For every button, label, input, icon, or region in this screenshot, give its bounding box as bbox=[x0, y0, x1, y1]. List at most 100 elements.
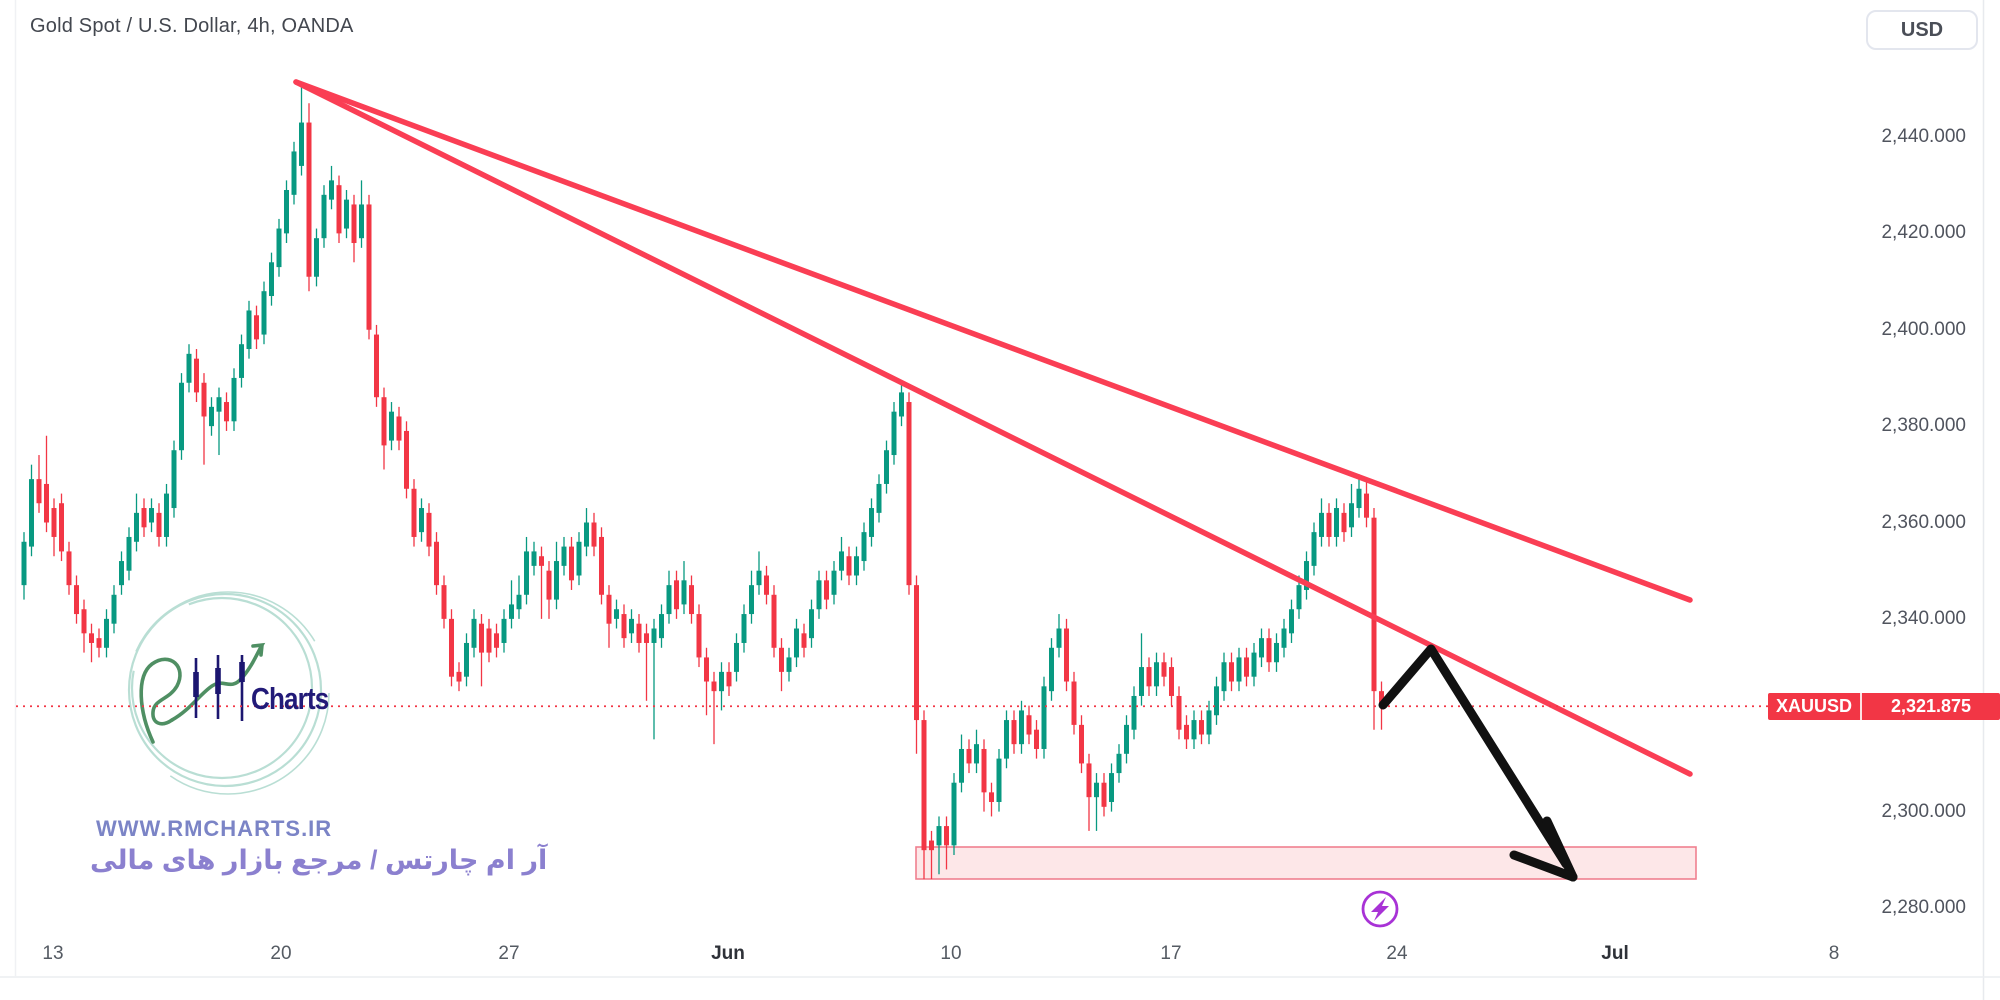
x-axis-label: 8 bbox=[1828, 943, 1840, 964]
candle-body bbox=[111, 594, 117, 624]
candle-body bbox=[329, 180, 334, 200]
candle-body bbox=[396, 416, 402, 441]
candle-body bbox=[246, 310, 252, 350]
candle-body bbox=[321, 194, 327, 239]
candle-body bbox=[1191, 720, 1197, 740]
candle-body bbox=[786, 657, 792, 672]
candle-body bbox=[981, 748, 987, 793]
candle-body bbox=[839, 551, 844, 571]
candle-body bbox=[374, 334, 379, 398]
candle-body bbox=[314, 238, 319, 277]
candle-body bbox=[1011, 720, 1017, 745]
candle-body bbox=[951, 782, 957, 846]
candle-body bbox=[426, 512, 432, 547]
candle-body bbox=[539, 556, 544, 566]
x-axis-label: 20 bbox=[270, 943, 292, 964]
candle-body bbox=[141, 508, 147, 528]
y-axis-label: 2,440.000 bbox=[1881, 126, 1966, 147]
candle-body bbox=[1289, 609, 1294, 634]
candle-body bbox=[636, 623, 642, 643]
candle-body bbox=[599, 536, 604, 595]
candle-body bbox=[1244, 657, 1249, 677]
candle-body bbox=[1274, 642, 1279, 663]
candle-body bbox=[1109, 773, 1114, 802]
candle-body bbox=[689, 585, 694, 615]
candle-body bbox=[1086, 763, 1092, 798]
candle-body bbox=[351, 204, 357, 244]
candle-body bbox=[299, 122, 304, 166]
candle-body bbox=[974, 744, 979, 764]
candle-body bbox=[1334, 508, 1339, 537]
candle-body bbox=[1124, 724, 1129, 754]
trendline-1 bbox=[293, 79, 1693, 603]
candle-body bbox=[1161, 662, 1167, 677]
watermark-url-text: WWW.RMCHARTS.IR bbox=[96, 816, 333, 841]
candle-body bbox=[149, 508, 154, 523]
candle-body bbox=[1116, 753, 1122, 774]
y-axis-label: 2,280.000 bbox=[1881, 897, 1966, 918]
candle-body bbox=[876, 483, 882, 513]
candle-body bbox=[96, 638, 102, 648]
candle-body bbox=[1056, 628, 1062, 648]
candle-body bbox=[1229, 662, 1234, 682]
candle-body bbox=[801, 633, 807, 648]
candle-body bbox=[1184, 724, 1189, 740]
candle-body bbox=[1199, 720, 1204, 735]
candle-body bbox=[756, 570, 762, 586]
candle-body bbox=[704, 657, 709, 682]
candle-body bbox=[201, 382, 207, 417]
candle-body bbox=[794, 628, 799, 658]
candle-body bbox=[81, 609, 87, 634]
candle-body bbox=[179, 382, 184, 451]
x-axis-label: Jun bbox=[711, 943, 745, 964]
candle-body bbox=[89, 633, 94, 643]
candle-body bbox=[404, 430, 409, 489]
y-axis-label: 2,420.000 bbox=[1881, 222, 1966, 244]
candle-body bbox=[1371, 517, 1377, 692]
candle-body bbox=[336, 185, 342, 234]
candle-body bbox=[36, 479, 42, 504]
candle-body bbox=[1139, 667, 1144, 696]
candle-body bbox=[306, 122, 312, 277]
currency-usd-button[interactable]: USD bbox=[1866, 10, 1978, 50]
price-label-divider bbox=[1860, 693, 1862, 720]
candle-body bbox=[1146, 667, 1152, 687]
candle-body bbox=[899, 392, 904, 417]
candle-body bbox=[1206, 710, 1212, 735]
candle-body bbox=[209, 406, 214, 427]
candle-body bbox=[134, 512, 139, 542]
candle-body bbox=[486, 628, 492, 653]
last-price-value: 2,321.875 bbox=[1890, 696, 1972, 716]
candle-body bbox=[1131, 695, 1137, 730]
candle-body bbox=[561, 546, 567, 566]
candle-body bbox=[921, 720, 927, 851]
candle-body bbox=[494, 633, 499, 648]
y-axis-label: 2,300.000 bbox=[1881, 800, 1966, 822]
candle-body bbox=[884, 450, 889, 484]
candle-body bbox=[51, 508, 57, 537]
chart-title: Gold Spot / U.S. Dollar, 4h, OANDA bbox=[30, 15, 354, 37]
candle-body bbox=[621, 614, 627, 639]
candle-body bbox=[651, 628, 657, 643]
candle-body bbox=[1154, 662, 1159, 687]
candle-body bbox=[261, 291, 267, 335]
trendline-2 bbox=[293, 79, 1693, 777]
candle-body bbox=[44, 483, 49, 523]
candle-body bbox=[719, 671, 724, 692]
candle-body bbox=[29, 479, 34, 547]
candle-body bbox=[966, 748, 972, 764]
candle-body bbox=[741, 614, 747, 643]
watermark-persian-tagline: آر ام چارتس / مرجع بازار های مالی bbox=[90, 845, 548, 875]
last-price-label: XAUUSD 2,321.875 bbox=[1768, 693, 2000, 720]
candle-body bbox=[1221, 662, 1227, 692]
candle-body bbox=[944, 826, 949, 846]
candle-body bbox=[771, 594, 777, 648]
candle-body bbox=[929, 840, 934, 851]
candle-body bbox=[231, 377, 237, 422]
candle-body bbox=[591, 522, 597, 547]
candle-body bbox=[764, 575, 769, 595]
watermark-brand-text: Charts bbox=[251, 681, 329, 716]
candle-body bbox=[861, 532, 867, 562]
candle-body bbox=[614, 609, 619, 619]
